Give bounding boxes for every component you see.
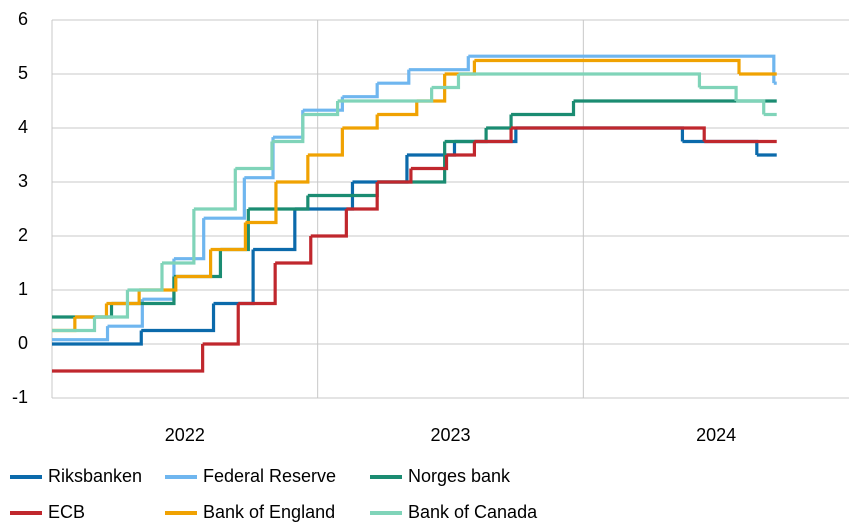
series-step (699, 85, 738, 101)
series-step (203, 177, 246, 220)
series-step (52, 344, 205, 373)
legend-label: Norges bank (408, 466, 511, 486)
series-step (474, 58, 741, 74)
y-tick-label: 2 (18, 225, 28, 245)
series-step (275, 155, 310, 184)
series-step (337, 87, 434, 103)
series-step (431, 74, 461, 90)
series-step (410, 155, 449, 171)
series-step (446, 141, 477, 157)
y-tick-label: 0 (18, 333, 28, 353)
x-tick-label: 2022 (165, 425, 205, 445)
series-step (271, 114, 305, 144)
series-step (307, 182, 379, 198)
series-step (235, 141, 274, 171)
series-step (408, 56, 470, 72)
y-tick-label: 5 (18, 63, 28, 83)
series-step (310, 209, 348, 238)
series-step (52, 317, 77, 333)
series-step (342, 83, 379, 99)
series-step (511, 126, 706, 142)
series-step (245, 182, 278, 225)
series-step (275, 236, 313, 265)
series-step (52, 303, 114, 319)
legend-label: Federal Reserve (203, 466, 336, 486)
series-step (94, 290, 130, 319)
series-step (244, 137, 275, 180)
series-step (127, 263, 164, 292)
legend-label: Riksbanken (48, 466, 142, 486)
series-step (342, 114, 379, 130)
y-tick-label: 3 (18, 171, 28, 191)
x-tick-label: 2023 (430, 425, 470, 445)
series-step (161, 209, 196, 265)
series-step (139, 276, 178, 292)
series-step (248, 195, 310, 211)
series-step (175, 249, 213, 279)
legend-label: ECB (48, 502, 85, 522)
y-tick-label: 6 (18, 9, 28, 29)
series-step (377, 69, 411, 85)
series-step (444, 60, 477, 76)
series-step (52, 330, 143, 346)
series-step (346, 182, 379, 211)
series-step (210, 222, 248, 252)
series-step (193, 168, 237, 211)
series-step (302, 101, 340, 117)
series-step (273, 110, 305, 139)
series-step (474, 128, 513, 144)
series-step (141, 303, 216, 333)
series-step (202, 303, 240, 346)
series-step (515, 126, 685, 142)
series-step (253, 209, 297, 252)
series-step (511, 101, 576, 117)
y-tick-label: -1 (12, 387, 28, 407)
series-step (377, 101, 419, 117)
series-step (444, 128, 488, 144)
series-step (352, 155, 409, 184)
series-step (307, 128, 344, 157)
legend-label: Bank of England (203, 502, 335, 522)
series-step (458, 72, 702, 88)
series-step (142, 258, 176, 301)
series-step (736, 99, 766, 115)
series-step (406, 141, 457, 157)
series-step (106, 290, 141, 306)
series-step (486, 114, 513, 130)
series-step (682, 139, 759, 155)
series-step (52, 326, 110, 342)
series-step (52, 317, 97, 333)
legend-label: Bank of Canada (408, 502, 538, 522)
series-step (377, 168, 413, 184)
series-step (107, 299, 144, 328)
series-step (238, 263, 277, 306)
y-tick-label: 4 (18, 117, 28, 137)
series-step (74, 303, 109, 319)
series-step (173, 218, 206, 261)
y-tick-label: 1 (18, 279, 28, 299)
x-tick-label: 2024 (696, 425, 736, 445)
